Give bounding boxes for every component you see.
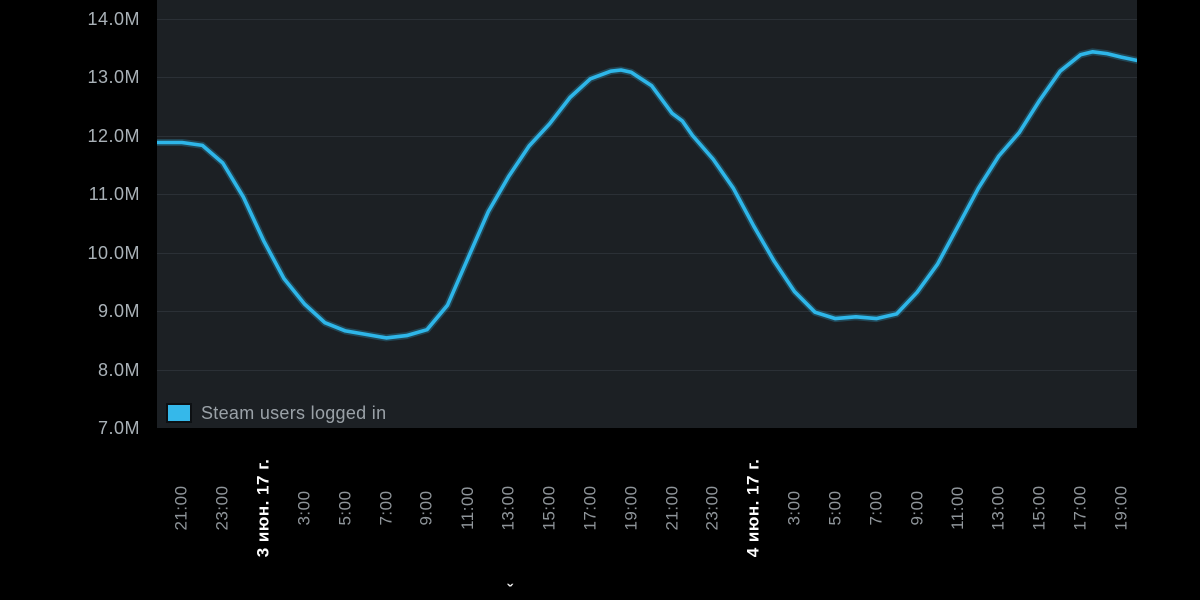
legend: Steam users logged in <box>166 401 386 425</box>
y-axis-tick-label: 7.0M <box>97 418 140 438</box>
x-axis-tick-label: 17:00 <box>577 432 603 584</box>
x-axis-tick-text: 13:00 <box>988 485 1008 531</box>
gridline <box>157 194 1137 195</box>
y-axis: 14.0M 13.0M 12.0M 11.0M 10.0M 9.0M 8.0M 7.0M <box>36 0 140 440</box>
gridline <box>157 18 1137 20</box>
x-axis-date-label: 3 июн. 17 г. <box>251 432 277 584</box>
cut-off-text-glyph: ˇ <box>507 581 513 600</box>
x-axis-tick-text: 19:00 <box>621 485 641 531</box>
gridline <box>157 252 1137 254</box>
y-axis-tick-label: 9.0M <box>97 301 140 321</box>
y-axis-tick-label: 12.0M <box>87 125 140 146</box>
x-axis-tick-label: 5:00 <box>822 432 848 584</box>
x-axis-tick-label: 19:00 <box>618 432 644 584</box>
x-axis-tick-text: 11:00 <box>457 486 477 530</box>
legend-swatch-icon <box>166 403 192 423</box>
x-axis-tick-label: 17:00 <box>1067 432 1093 584</box>
x-axis-tick-label: 15:00 <box>1027 432 1053 584</box>
x-axis-tick-label: 3:00 <box>292 432 318 584</box>
x-axis-tick-text: 17:00 <box>1070 485 1090 531</box>
y-axis-tick-label: 10.0M <box>87 242 140 263</box>
x-axis-tick-text: 5:00 <box>825 490 845 526</box>
x-axis-tick-label: 9:00 <box>414 432 440 584</box>
x-axis-tick-label: 21:00 <box>659 432 685 584</box>
series-line <box>157 48 1137 342</box>
x-axis-tick-label: 7:00 <box>863 432 889 584</box>
x-axis-tick-text: 17:00 <box>580 485 600 531</box>
x-axis-tick-text: 21:00 <box>662 485 682 531</box>
x-axis-tick-label: 19:00 <box>1108 432 1134 584</box>
series-line-path[interactable] <box>157 50 1137 340</box>
x-axis-tick-text: 9:00 <box>417 490 437 526</box>
x-axis-tick-text: 4 июн. 17 г. <box>743 458 763 558</box>
x-axis-tick-text: 13:00 <box>498 485 518 531</box>
x-axis-tick-label: 5:00 <box>332 432 358 584</box>
x-axis-tick-label: 3:00 <box>782 432 808 584</box>
x-axis-tick-text: 23:00 <box>212 485 232 531</box>
x-axis-tick-text: 3:00 <box>784 490 804 526</box>
x-axis-tick-label: 15:00 <box>537 432 563 584</box>
gridline <box>157 311 1137 312</box>
y-axis-tick-label: 13.0M <box>87 67 140 87</box>
x-axis-tick-text: 23:00 <box>702 485 722 531</box>
x-axis-tick-text: 7:00 <box>866 490 886 526</box>
x-axis-date-label: 4 июн. 17 г. <box>741 432 767 584</box>
series-line-path[interactable] <box>157 48 1137 342</box>
x-axis-tick-text: 7:00 <box>376 490 396 526</box>
plot-area[interactable]: Steam users logged in <box>157 0 1137 428</box>
x-axis-tick-label: 11:00 <box>455 432 481 584</box>
legend-label: Steam users logged in <box>201 402 387 423</box>
x-axis-tick-text: 21:00 <box>172 485 192 531</box>
x-axis-tick-label: 11:00 <box>945 432 971 584</box>
x-axis-tick-label: 13:00 <box>496 432 522 584</box>
x-axis-tick-label: 23:00 <box>700 432 726 584</box>
x-axis-tick-text: 9:00 <box>907 490 927 526</box>
x-axis-tick-label: 7:00 <box>373 432 399 584</box>
x-axis-tick-label: 9:00 <box>904 432 930 584</box>
x-axis-tick-text: 3 июн. 17 г. <box>253 458 273 558</box>
gridline <box>157 369 1137 371</box>
x-axis-tick-text: 15:00 <box>1029 485 1049 531</box>
x-axis-tick-text: 15:00 <box>539 485 559 531</box>
x-axis-tick-text: 11:00 <box>947 486 967 530</box>
gridline <box>157 135 1137 137</box>
y-axis-tick-label: 8.0M <box>97 359 140 380</box>
x-axis-tick-label: 13:00 <box>986 432 1012 584</box>
x-axis-tick-text: 5:00 <box>335 490 355 526</box>
y-axis-tick-label: 11.0M <box>88 184 140 204</box>
x-axis-tick-label: 21:00 <box>169 432 195 584</box>
gridline <box>157 77 1137 78</box>
x-axis-tick-text: 19:00 <box>1111 485 1131 531</box>
x-axis-tick-text: 3:00 <box>294 490 314 526</box>
x-axis-tick-label: 23:00 <box>210 432 236 584</box>
y-axis-tick-label: 14.0M <box>87 8 140 29</box>
